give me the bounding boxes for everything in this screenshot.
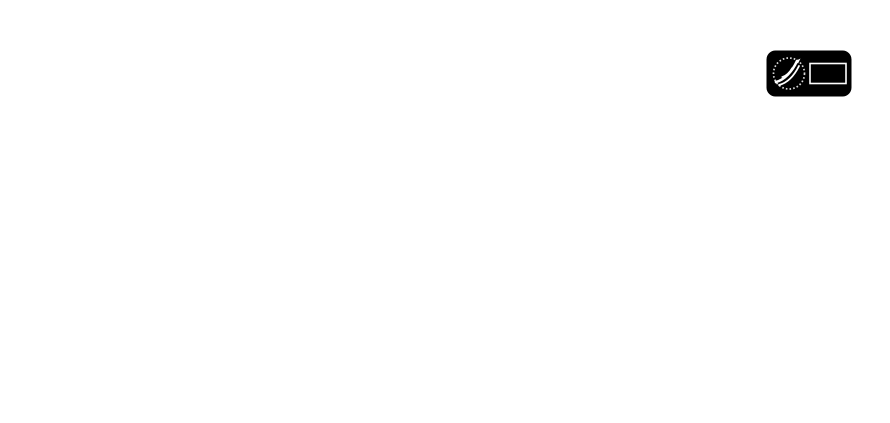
cdc-logo-background bbox=[766, 50, 852, 97]
cdc-text-frame bbox=[809, 62, 847, 85]
hhs-eagle-icon bbox=[772, 57, 806, 90]
cdc-logo bbox=[766, 50, 852, 97]
